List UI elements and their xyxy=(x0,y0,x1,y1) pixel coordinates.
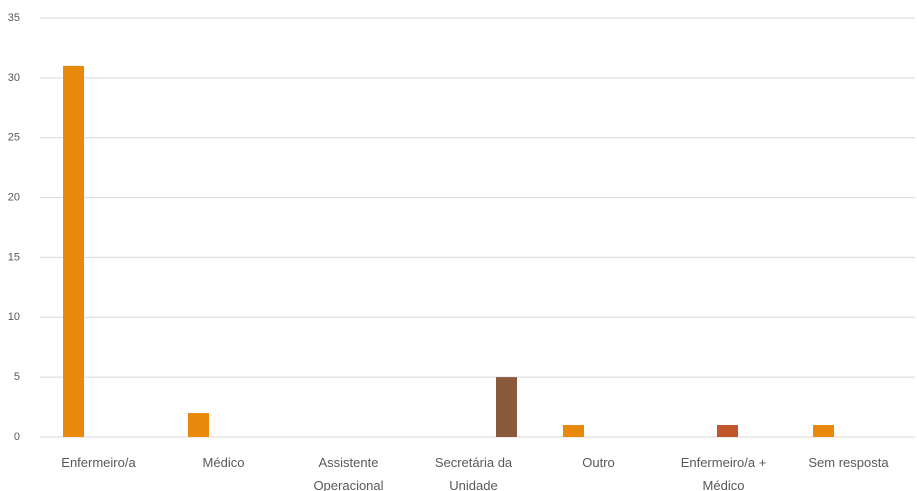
bar xyxy=(63,65,84,437)
x-tick-label: Enfermeiro/a + Médico xyxy=(680,455,767,491)
y-tick-label: 15 xyxy=(8,251,20,263)
y-tick-label: 25 xyxy=(8,132,20,144)
x-tick-label: Médico xyxy=(202,455,245,470)
y-tick-label: 35 xyxy=(8,12,20,24)
x-tick-label: Secretária da Unidade xyxy=(434,455,513,491)
y-tick-label: 10 xyxy=(8,311,20,323)
bar xyxy=(188,413,209,437)
bar xyxy=(813,425,834,437)
y-tick-label: 30 xyxy=(8,72,20,84)
y-tick-label: 0 xyxy=(14,431,20,443)
x-tick-label: Sem resposta xyxy=(808,455,889,470)
bar xyxy=(496,377,517,437)
bar xyxy=(563,425,584,437)
x-tick-label: Enfermeiro/a xyxy=(61,455,136,470)
x-tick-label: Outro xyxy=(582,455,615,470)
x-tick-label: Assistente Operacional xyxy=(313,455,384,491)
y-tick-label: 20 xyxy=(8,191,20,203)
bar xyxy=(717,425,738,437)
y-tick-label: 5 xyxy=(14,371,20,383)
